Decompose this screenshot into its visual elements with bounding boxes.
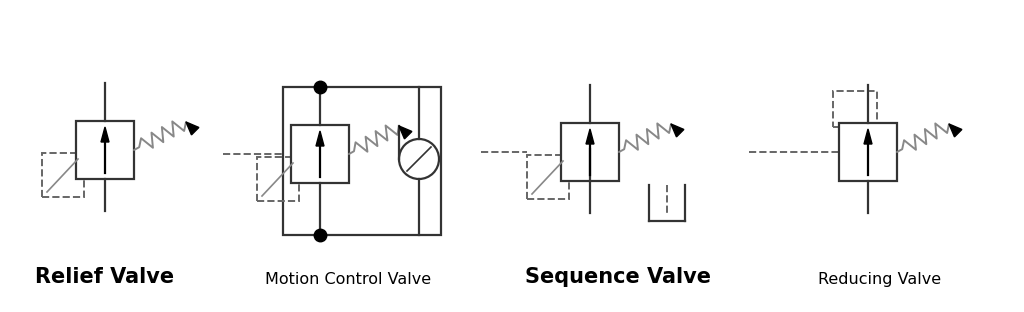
Polygon shape xyxy=(949,124,962,137)
Polygon shape xyxy=(101,127,109,142)
Bar xyxy=(257,157,299,201)
Bar xyxy=(291,125,349,183)
Polygon shape xyxy=(864,129,872,144)
Polygon shape xyxy=(186,122,199,135)
Polygon shape xyxy=(586,129,594,144)
Text: Reducing Valve: Reducing Valve xyxy=(818,272,941,287)
Bar xyxy=(76,121,134,179)
Polygon shape xyxy=(671,124,684,137)
Text: Motion Control Valve: Motion Control Valve xyxy=(265,272,431,287)
Text: Sequence Valve: Sequence Valve xyxy=(525,267,711,287)
Bar xyxy=(833,91,877,127)
Polygon shape xyxy=(316,131,324,146)
Bar xyxy=(527,155,569,199)
Text: Relief Valve: Relief Valve xyxy=(36,267,174,287)
Polygon shape xyxy=(399,126,412,139)
Bar xyxy=(839,123,897,181)
Bar xyxy=(561,123,618,181)
Bar xyxy=(283,87,441,235)
Bar xyxy=(42,153,84,197)
